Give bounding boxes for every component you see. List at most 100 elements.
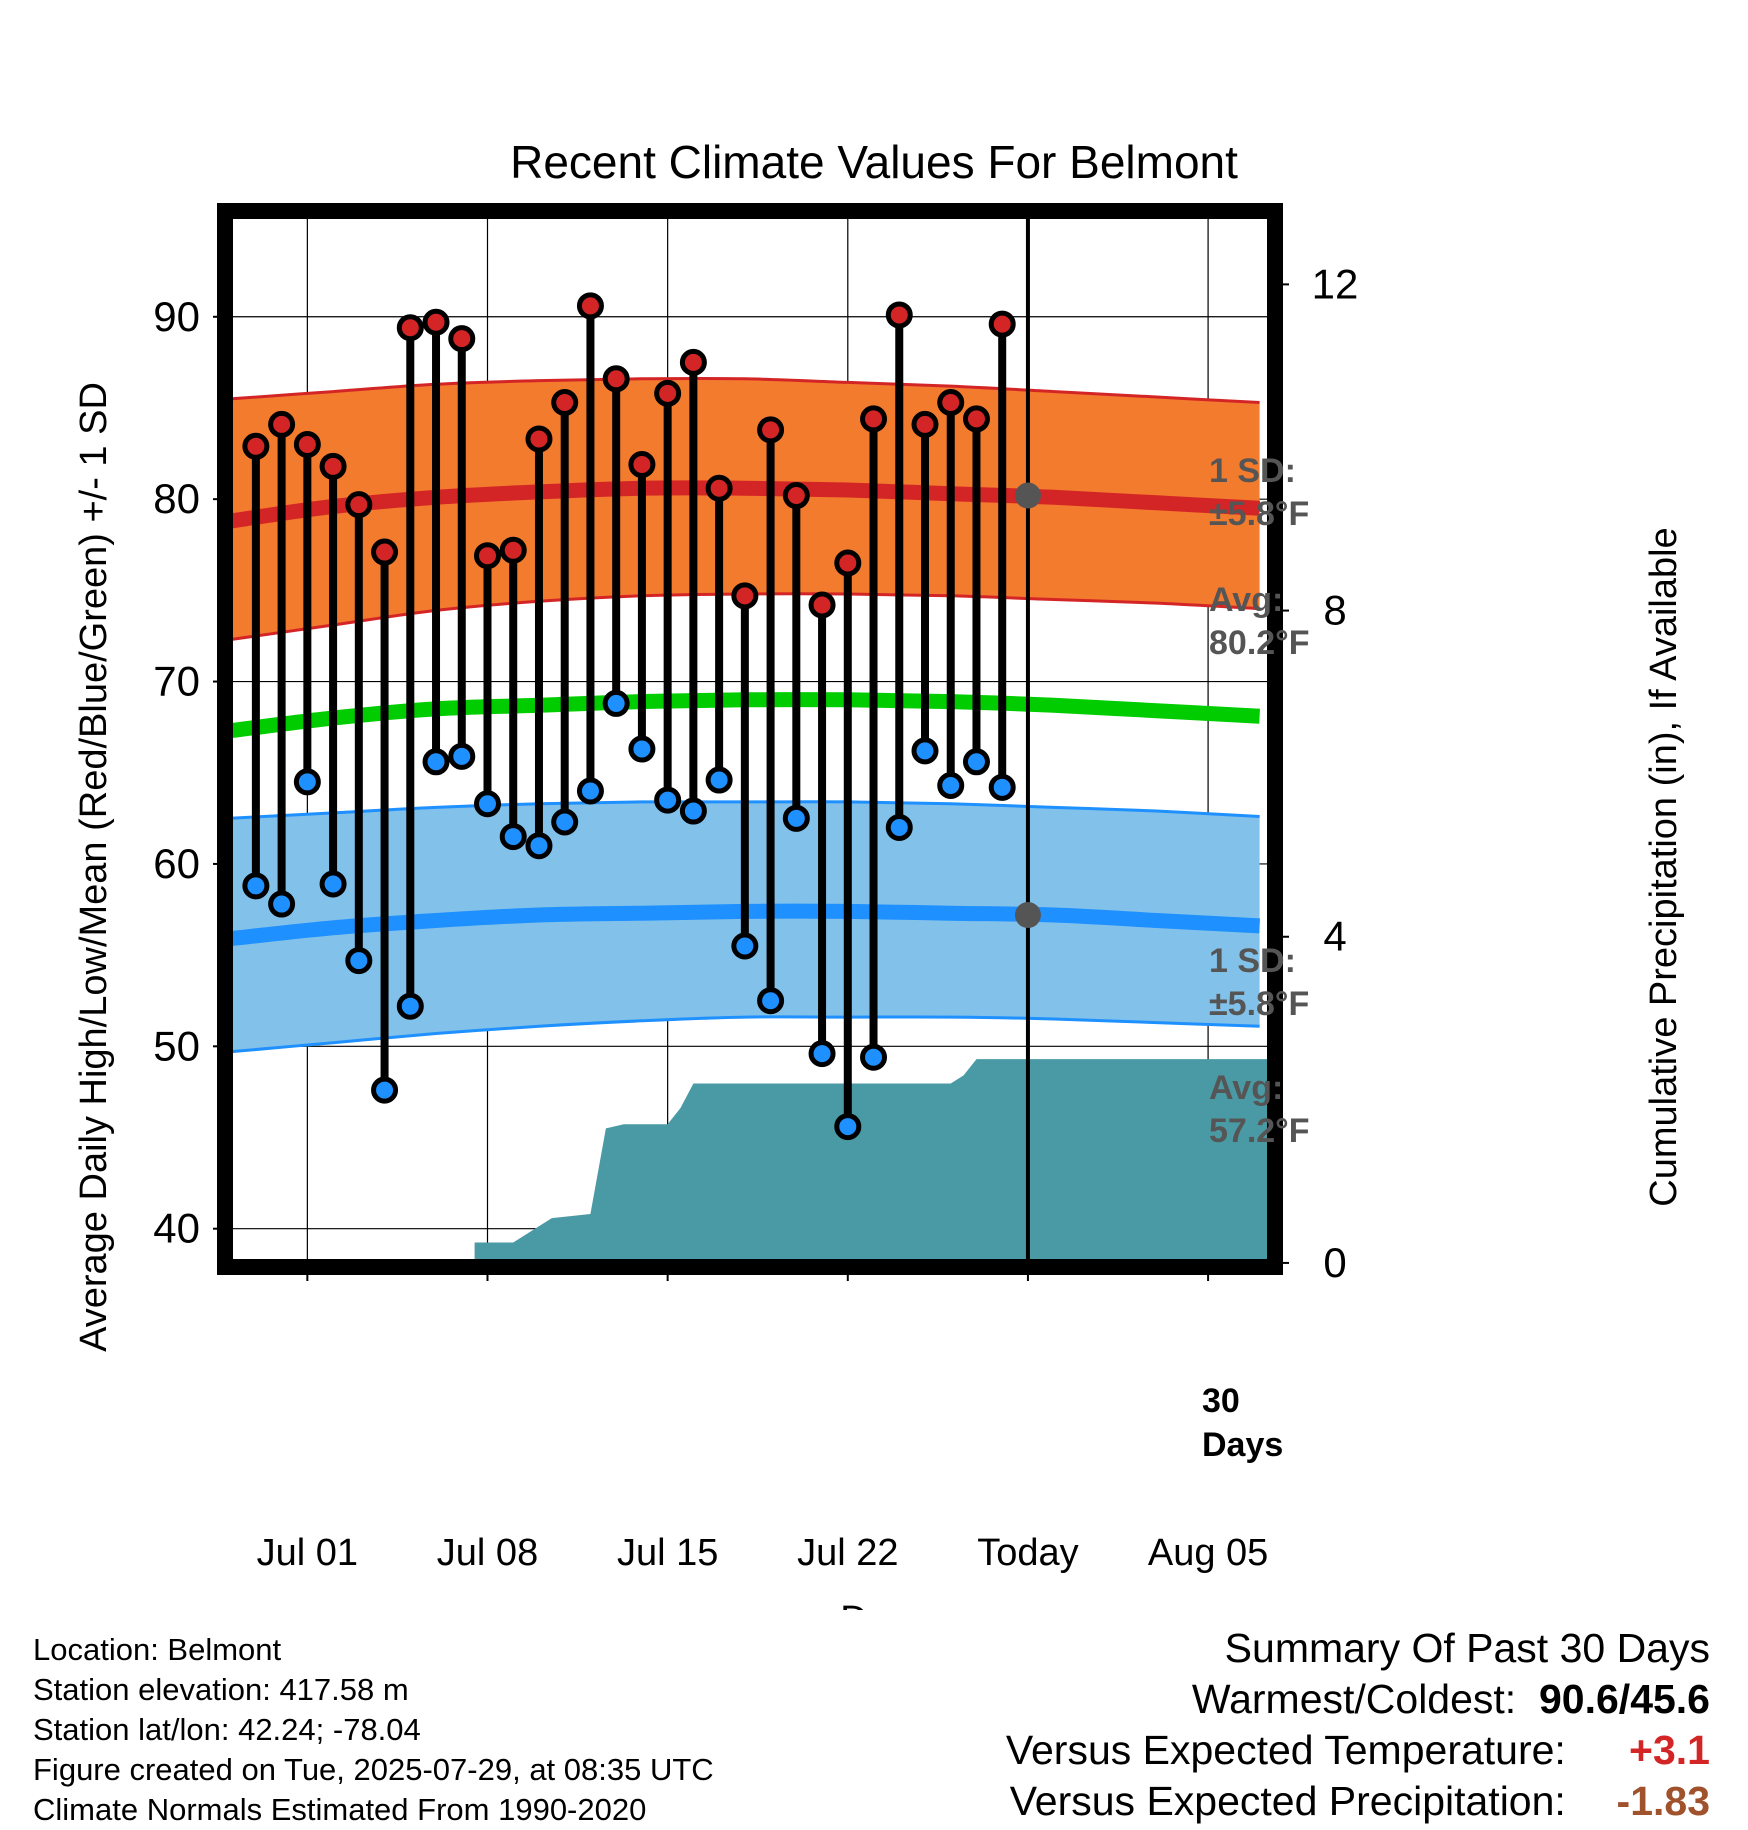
y-tick-label: 80: [153, 475, 200, 522]
created-text: Figure created on Tue, 2025-07-29, at 08…: [33, 1752, 714, 1787]
low-marker: [422, 748, 450, 776]
temp-label: Versus Expected Temperature:: [1005, 1727, 1566, 1773]
today-low-avg-dot: [1014, 902, 1041, 928]
precip-label: Versus Expected Precipitation:: [1009, 1778, 1566, 1824]
high-avg-value: 80.2°F: [1209, 624, 1310, 662]
precip-days-number: 30: [1202, 1382, 1240, 1420]
warm-cold-value: 90.6/45.6: [1539, 1676, 1710, 1722]
high-avg-label: Avg:: [1209, 581, 1283, 619]
low-marker: [525, 832, 553, 860]
today-line: [1014, 211, 1041, 1267]
low-marker: [808, 1040, 836, 1068]
low-marker: [937, 772, 965, 800]
low-marker: [371, 1076, 399, 1104]
low-marker: [628, 735, 656, 763]
high-marker: [937, 389, 965, 417]
y-tick-label: 90: [153, 293, 200, 340]
normal-high-line: [229, 480, 1260, 529]
daily-stems: [251, 305, 1007, 1127]
low-marker: [705, 766, 733, 794]
high-marker: [474, 542, 501, 570]
elevation-text: Station elevation: 417.58 m: [33, 1672, 409, 1707]
high-marker: [731, 582, 759, 610]
y2-tick-label: 0: [1323, 1239, 1346, 1286]
summary-panel: Summary Of Past 30 Days Warmest/Coldest:…: [1006, 1623, 1710, 1827]
low-marker: [551, 808, 579, 836]
warm-cold-row: Warmest/Coldest: 90.6/45.6: [1006, 1674, 1710, 1725]
precip-days-label: Days: [1202, 1426, 1283, 1464]
low-marker: [834, 1113, 862, 1141]
y-tick-label: 50: [153, 1022, 200, 1069]
summary-title: Summary Of Past 30 Days: [1224, 1625, 1710, 1671]
high-marker: [911, 410, 939, 438]
low-marker: [962, 748, 990, 776]
high-marker: [885, 301, 913, 329]
y-tick-label: 60: [153, 840, 200, 887]
low-avg-value: 57.2°F: [1209, 1112, 1310, 1150]
y2-tick-label: 4: [1323, 913, 1346, 960]
high-marker: [602, 365, 630, 393]
low-marker: [474, 790, 501, 818]
low-marker: [602, 689, 630, 717]
today-high-avg-dot: [1014, 482, 1041, 509]
high-marker: [576, 292, 604, 320]
x-tick-label: Jul 01: [257, 1532, 358, 1574]
low-marker: [576, 777, 604, 805]
low-marker: [757, 987, 785, 1015]
high-marker: [551, 389, 579, 417]
y-axis-label: Average Daily High/Low/Mean (Red/Blue/Gr…: [73, 382, 115, 1352]
high-marker: [757, 416, 785, 444]
low-marker: [396, 992, 424, 1020]
precip-row: Versus Expected Precipitation: -1.83: [1006, 1776, 1710, 1827]
high-marker: [499, 536, 527, 564]
high-sd-value: ±5.8°F: [1209, 495, 1309, 533]
high-marker: [628, 451, 656, 479]
precip-area: [230, 1059, 1275, 1263]
y2-axis-label: Cumulative Precipitation (in), If Availa…: [1643, 527, 1685, 1206]
high-marker: [962, 405, 990, 433]
low-marker: [499, 823, 527, 851]
high-marker: [808, 591, 836, 619]
y2-tick-label: 12: [1312, 260, 1359, 307]
high-marker: [268, 410, 296, 438]
station-info: Location: Belmont Station elevation: 417…: [33, 1630, 714, 1830]
low-marker: [242, 872, 270, 900]
high-marker: [242, 432, 270, 460]
axes: 40 50 60 70 80 90 0 4 8 12 Jul 01 Jul 08 Jul 15 Jul 2…: [153, 224, 1359, 1574]
climate-chart: 40 50 60 70 80 90 0 4 8 12 Jul 01 Jul 08 Jul 15 Jul 2…: [73, 136, 1685, 1610]
high-marker: [293, 430, 321, 458]
low-marker: [654, 786, 682, 814]
low-avg-label: Avg:: [1209, 1069, 1283, 1107]
daily-markers: [242, 292, 1016, 1141]
chart-title: Recent Climate Values For Belmont: [510, 136, 1238, 188]
low-sd-value: ±5.8°F: [1209, 985, 1309, 1023]
high-marker: [448, 325, 476, 353]
warm-cold-label: Warmest/Coldest:: [1191, 1676, 1517, 1722]
low-marker: [319, 870, 347, 898]
plot-border: [217, 203, 1283, 1275]
low-marker: [345, 947, 373, 975]
y2-tick-label: 8: [1323, 587, 1346, 634]
low-marker: [293, 768, 321, 796]
temp-value: +3.1: [1629, 1727, 1710, 1773]
precip-value: -1.83: [1616, 1778, 1710, 1824]
high-marker: [860, 405, 888, 433]
low-marker: [448, 742, 476, 770]
low-marker: [782, 804, 810, 832]
high-marker: [834, 549, 862, 577]
x-tick-label: Aug 05: [1148, 1532, 1268, 1574]
high-marker: [654, 379, 682, 407]
x-tick-label: Jul 22: [797, 1532, 898, 1574]
location-text: Location: Belmont: [33, 1632, 282, 1667]
plot-frame: [217, 203, 1283, 1275]
annotations: 1 SD: ±5.8°F Avg: 80.2°F 1 SD: ±5.8°F Av…: [1202, 452, 1310, 1464]
y-tick-label: 40: [153, 1205, 200, 1252]
high-marker: [705, 474, 733, 502]
temp-row: Versus Expected Temperature: +3.1: [1006, 1725, 1710, 1776]
x-tick-label: Jul 08: [437, 1532, 538, 1574]
low-marker: [911, 737, 939, 765]
high-marker: [422, 308, 450, 336]
high-marker: [345, 491, 373, 519]
latlon-text: Station lat/lon: 42.24; -78.04: [33, 1712, 421, 1747]
high-marker: [396, 314, 424, 342]
